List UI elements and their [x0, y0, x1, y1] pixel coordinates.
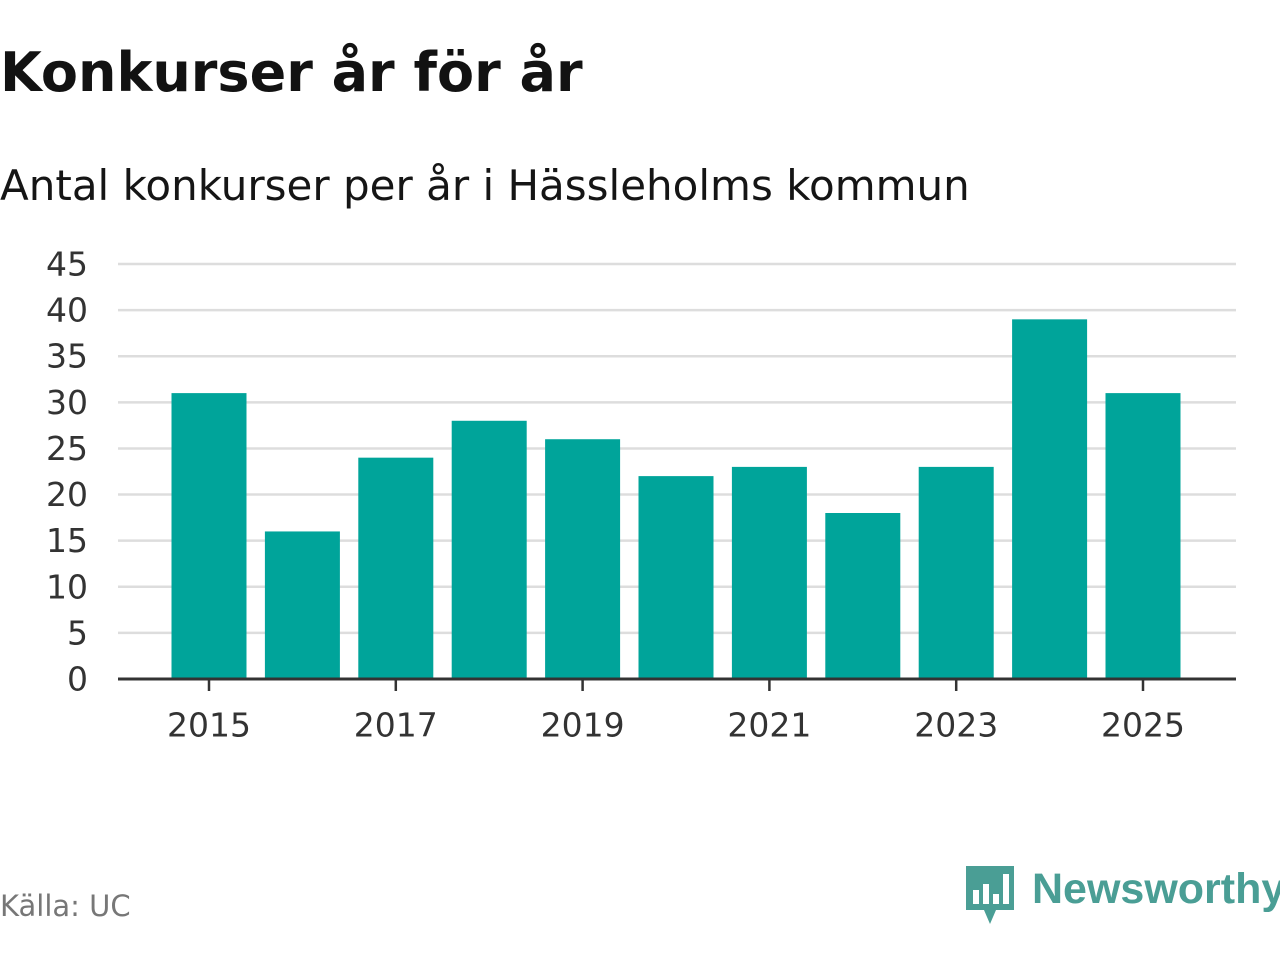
bar-2016 [264, 531, 340, 679]
bar-2017 [358, 457, 434, 679]
chart-title: Konkurser år för år [0, 41, 583, 104]
brand-name: Newsworthy [1032, 865, 1280, 913]
x-tick-label: 2023 [914, 706, 998, 745]
y-tick-label: 35 [46, 337, 88, 376]
axes [118, 677, 1236, 691]
x-tick-label: 2017 [354, 706, 438, 745]
bar-2022 [825, 513, 901, 679]
y-tick-label: 10 [46, 567, 88, 606]
y-tick-label: 25 [46, 429, 88, 468]
source-note: Källa: UC [0, 889, 131, 923]
newsworthy-logo-icon [966, 866, 1014, 924]
x-tick-label: 2021 [727, 706, 811, 745]
bar-2015 [171, 393, 247, 679]
y-tick-label: 5 [67, 613, 88, 652]
bar-2025 [1105, 393, 1181, 679]
y-tick-label: 30 [46, 383, 88, 422]
y-tick-label: 0 [67, 660, 88, 699]
y-tick-label: 15 [46, 521, 88, 560]
bars [171, 319, 1181, 679]
bar-2020 [638, 476, 714, 679]
bar-2019 [545, 439, 621, 679]
bar-2024 [1012, 319, 1088, 679]
x-tick-label: 2025 [1101, 706, 1185, 745]
x-tick-label: 2019 [541, 706, 625, 745]
bar-2018 [451, 420, 527, 679]
x-tick-label: 2015 [167, 706, 251, 745]
y-tick-label: 20 [46, 475, 88, 514]
y-tick-label: 45 [46, 245, 88, 284]
chart-subtitle: Antal konkurser per år i Hässleholms kom… [0, 161, 970, 210]
y-tick-label: 40 [46, 291, 88, 330]
bar-2021 [731, 466, 807, 679]
bar-2023 [918, 466, 994, 679]
